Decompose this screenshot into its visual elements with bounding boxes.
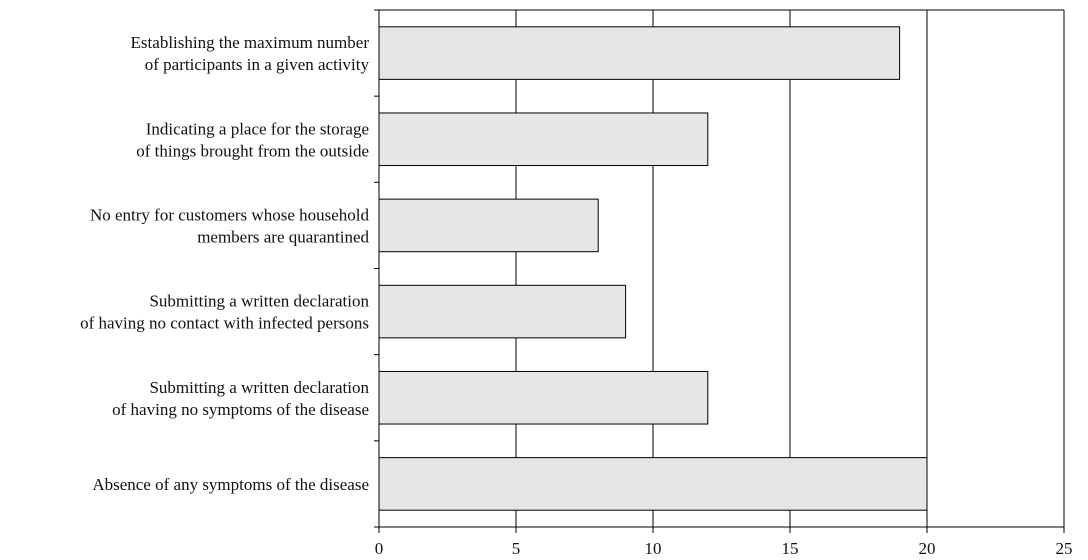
category-label: of having no symptoms of the disease (112, 400, 369, 419)
category-label: Submitting a written declaration (149, 292, 369, 311)
category-labels: Establishing the maximum number of partic… (80, 33, 369, 494)
category-label: members are quarantined (197, 227, 369, 246)
x-tick-label: 0 (375, 539, 384, 558)
x-tick-labels: 0 5 10 15 20 25 (375, 539, 1073, 558)
x-tick-label: 5 (512, 539, 521, 558)
gridlines (515, 10, 1065, 527)
bar-4 (378, 284, 627, 339)
category-label: of things brought from the outside (136, 141, 369, 160)
category-label: Establishing the maximum number (131, 33, 370, 52)
bar-5 (378, 370, 709, 425)
category-label: Indicating a place for the storage (146, 119, 369, 138)
x-tick-label: 15 (782, 539, 799, 558)
bar-3 (378, 198, 599, 253)
category-label: of having no contact with infected perso… (80, 314, 369, 333)
bar-6 (378, 457, 928, 511)
category-label: of participants in a given activity (145, 55, 370, 74)
x-tick-label: 10 (645, 539, 662, 558)
x-tick-label: 25 (1056, 539, 1073, 558)
bar-1 (378, 26, 901, 80)
category-label: No entry for customers whose household (90, 205, 370, 224)
bar-2 (378, 112, 709, 167)
category-label: Submitting a written declaration (149, 378, 369, 397)
axes (374, 9, 1065, 533)
category-label: Absence of any symptoms of the disease (92, 475, 369, 494)
x-tick-label: 20 (919, 539, 936, 558)
